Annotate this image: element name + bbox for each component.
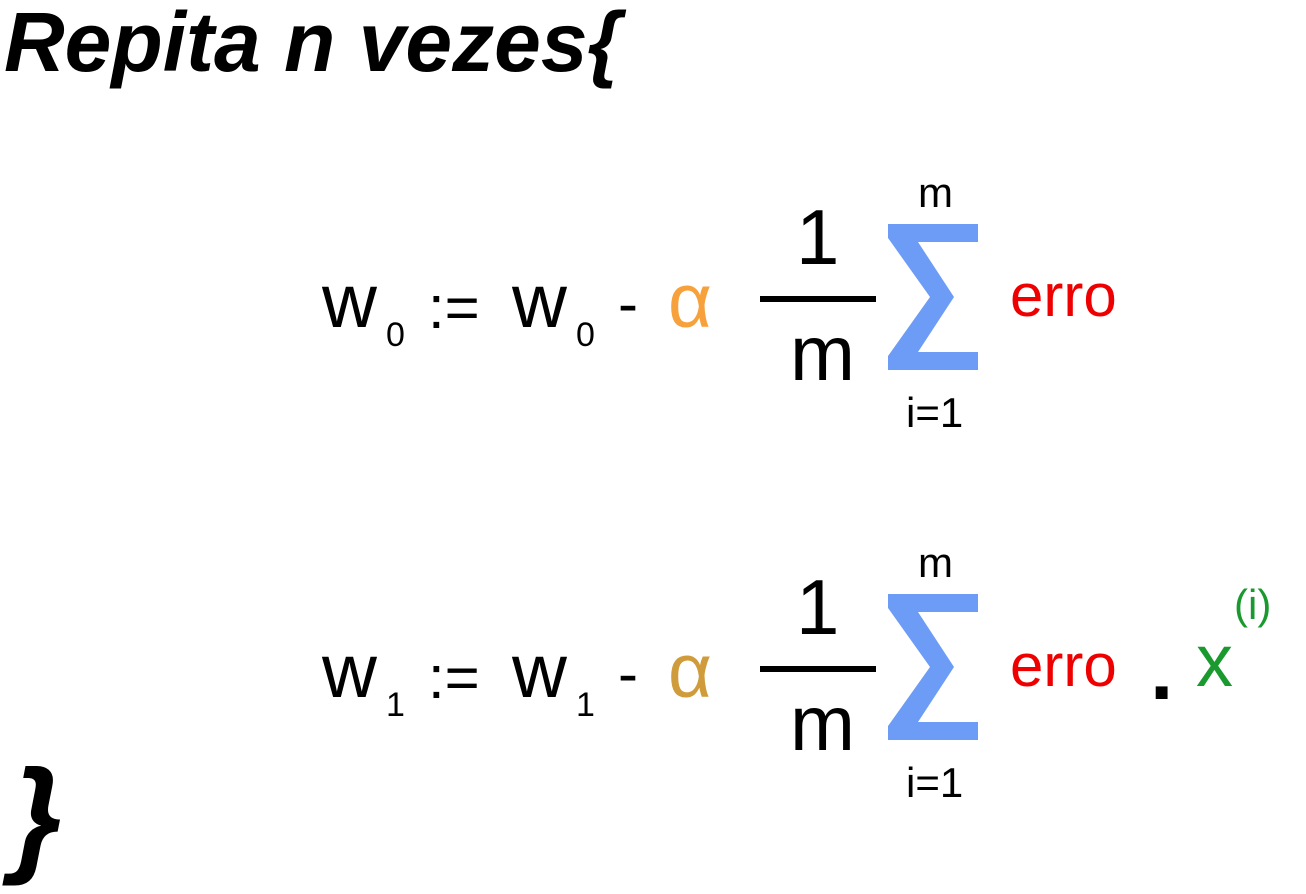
lhs-subscript: 0 [386,316,405,354]
fraction-denominator: m [790,679,855,767]
alpha-symbol: α [668,259,712,344]
sum-lower-limit: i=1 [906,389,964,436]
rhs-variable: w [512,259,567,344]
sum-upper-limit: m [918,539,953,586]
fraction-denominator: m [790,309,855,397]
update-equation-w1: w 1 := w 1 - α 1 m m i=1 erro . x (i) [0,540,1306,840]
error-term: erro [1010,262,1117,329]
fraction-numerator: 1 [796,193,840,281]
minus-operator: - [618,640,638,707]
sigma-icon [888,594,978,740]
update-equation-w0: w 0 := w 0 - α 1 m m i=1 erro [0,170,1306,470]
lhs-variable: w [322,629,377,714]
fraction-bar [760,666,876,672]
lhs-variable: w [322,259,377,344]
rhs-subscript: 0 [576,316,595,354]
loop-header: Repita n vezes{ [4,0,621,89]
rhs-subscript: 1 [576,686,595,724]
closing-brace: } [12,744,62,887]
rhs-variable: w [512,629,567,714]
assign-operator: := [428,274,480,341]
assign-operator: := [428,644,480,711]
fraction-numerator: 1 [796,563,840,651]
fraction-bar [760,296,876,302]
feature-superscript: (i) [1234,581,1272,628]
sigma-icon [888,224,978,370]
alpha-symbol: α [668,629,712,714]
multiply-dot: . [1150,623,1174,717]
error-term: erro [1010,632,1117,699]
feature-x: x [1196,619,1233,702]
sum-upper-limit: m [918,169,953,216]
lhs-subscript: 1 [386,686,405,724]
sum-lower-limit: i=1 [906,759,964,806]
minus-operator: - [618,270,638,337]
